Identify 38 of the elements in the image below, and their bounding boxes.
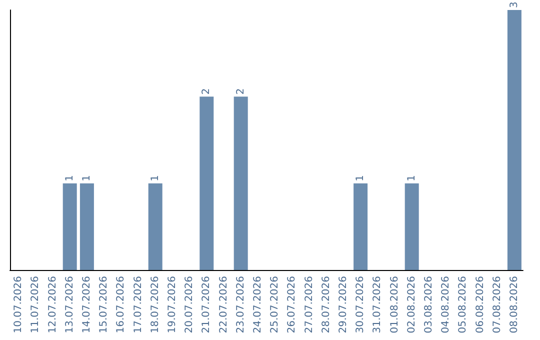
x-tick-label: 14.07.2026 xyxy=(81,276,92,334)
x-tick-label: 19.07.2026 xyxy=(166,276,178,334)
x-tick-label: 21.07.2026 xyxy=(201,276,212,334)
x-tick-label: 27.07.2026 xyxy=(304,276,315,334)
x-tick-label: 04.08.2026 xyxy=(440,276,452,334)
data-label: 1 xyxy=(355,174,366,182)
data-label: 1 xyxy=(81,174,92,182)
x-tick-label: 18.07.2026 xyxy=(150,276,161,334)
x-tick-label: 20.07.2026 xyxy=(184,276,196,334)
x-tick-label: 30.07.2026 xyxy=(355,276,366,334)
x-tick-label: 12.07.2026 xyxy=(47,276,58,334)
x-tick-label: 16.07.2026 xyxy=(116,276,127,334)
x-tick-label: 02.08.2026 xyxy=(406,276,418,334)
data-label: 1 xyxy=(64,174,76,182)
x-tick-label: 10.07.2026 xyxy=(13,276,24,334)
data-label: 1 xyxy=(150,174,161,182)
x-tick-label: 29.07.2026 xyxy=(338,276,349,334)
data-label: 2 xyxy=(235,88,246,95)
x-tick-label: 24.07.2026 xyxy=(252,276,264,334)
x-tick-label: 22.07.2026 xyxy=(218,276,230,334)
x-tick-label: 01.08.2026 xyxy=(389,276,400,334)
x-tick-label: 15.07.2026 xyxy=(98,276,110,334)
x-tick-label: 31.07.2026 xyxy=(372,276,384,334)
x-tick-label: 08.08.2026 xyxy=(508,276,520,334)
x-tick-label: 06.08.2026 xyxy=(474,276,486,334)
x-tick-label: 03.08.2026 xyxy=(423,276,434,334)
data-label: 2 xyxy=(201,88,212,95)
x-tick-label: 23.07.2026 xyxy=(235,276,246,334)
x-tick-label: 11.07.2026 xyxy=(30,276,42,334)
data-label: 1 xyxy=(406,174,418,182)
x-tick-label: 26.07.2026 xyxy=(286,276,298,334)
x-tick-label: 25.07.2026 xyxy=(270,276,281,334)
x-tick-label: 28.07.2026 xyxy=(320,276,332,334)
x-tick-label: 07.08.2026 xyxy=(492,276,503,334)
x-tick-label: 17.07.2026 xyxy=(132,276,144,334)
x-tick-label: 13.07.2026 xyxy=(64,276,76,334)
x-tick-label: 05.08.2026 xyxy=(458,276,469,334)
data-label: 3 xyxy=(508,2,520,8)
